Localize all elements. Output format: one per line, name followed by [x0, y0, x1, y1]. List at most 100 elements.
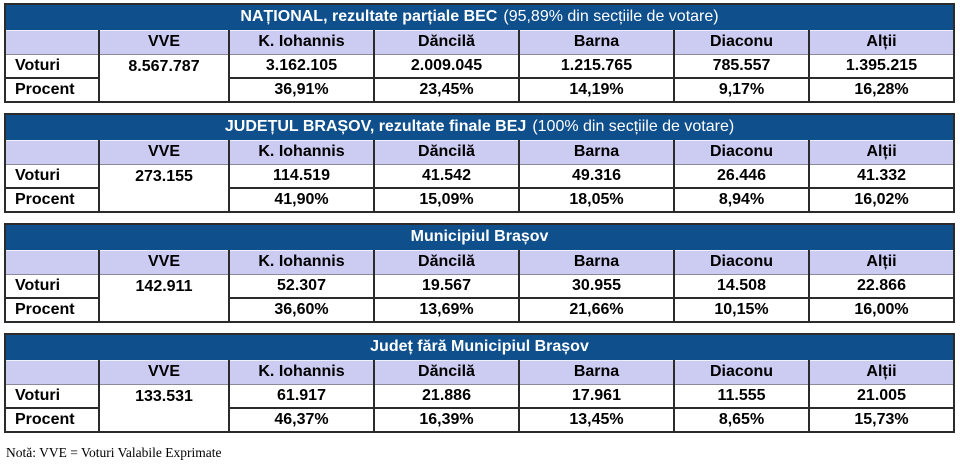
- col-header-altii: Alții: [807, 30, 955, 55]
- cell-percent: 13,45%: [518, 408, 674, 432]
- cell-votes: 2.009.045: [373, 54, 519, 79]
- row-label-procent: Procent: [5, 298, 99, 322]
- table-title: Județ fără Municipiul Brașov: [5, 334, 954, 361]
- cell-votes: 19.567: [373, 274, 519, 299]
- votes-row: Voturi 273.155 114.519 41.542 49.316 26.…: [5, 164, 955, 212]
- table-title-row: Județ fără Municipiul Brașov: [5, 334, 954, 361]
- cell-votes: 41.332: [807, 164, 955, 189]
- percent-row: Procent 36,91% 23,45% 14,19% 9,17% 16,28…: [5, 78, 955, 102]
- column-header-row: VVE K. Iohannis Dăncilă Barna Diaconu Al…: [5, 30, 955, 55]
- col-header-vve: VVE: [98, 250, 229, 275]
- cell-votes: 41.542: [373, 164, 519, 189]
- cell-votes: 14.508: [673, 274, 809, 299]
- cell-percent: 16,00%: [807, 298, 955, 322]
- corner-cell: [5, 140, 99, 165]
- percent-row: Procent 46,37% 16,39% 13,45% 8,65% 15,73…: [5, 408, 954, 432]
- col-header-vve: VVE: [98, 140, 229, 165]
- row-label-voturi: Voturi: [5, 384, 99, 409]
- results-table-municipiul-brasov: Municipiul Brașov VVE K. Iohannis Dăncil…: [4, 223, 956, 323]
- table-title-main: Județ fără Municipiul Brașov: [370, 338, 589, 356]
- results-table-judet-fara-municipiu: Județ fără Municipiul Brașov VVE K. Ioha…: [4, 333, 955, 433]
- percent-row: Procent 41,90% 15,09% 18,05% 8,94% 16,02…: [5, 188, 955, 212]
- cell-votes: 52.307: [228, 274, 374, 299]
- col-header-iohannis: K. Iohannis: [228, 360, 374, 385]
- cell-votes: 17.961: [518, 384, 674, 409]
- corner-cell: [5, 30, 99, 55]
- table-title-main: NAȚIONAL, rezultate parțiale BEC: [240, 8, 498, 26]
- cell-votes: 114.519: [228, 164, 374, 189]
- table-title-note: (95,89% din secțiile de votare): [503, 8, 719, 26]
- table-title-row: JUDEȚUL BRAȘOV, rezultate finale BEJ (100…: [5, 114, 955, 141]
- cell-percent: 15,73%: [808, 408, 954, 432]
- page: NAȚIONAL, rezultate parțiale BEC (95,89% …: [4, 3, 956, 460]
- votes-row: Voturi 133.531 61.917 21.886 17.961 11.5…: [5, 384, 954, 432]
- column-header-row: VVE K. Iohannis Dăncilă Barna Diaconu Al…: [5, 360, 954, 385]
- table-title-main: Municipiul Brașov: [410, 228, 549, 246]
- col-header-iohannis: K. Iohannis: [228, 140, 374, 165]
- cell-votes: 21.005: [808, 384, 954, 409]
- cell-votes: 3.162.105: [228, 54, 374, 79]
- cell-percent: 16,28%: [807, 78, 955, 102]
- row-label-procent: Procent: [5, 188, 99, 212]
- col-header-dancila: Dăncilă: [373, 360, 519, 385]
- cell-percent: 16,39%: [373, 408, 519, 432]
- cell-percent: 36,91%: [228, 78, 374, 102]
- cell-votes: 26.446: [673, 164, 809, 189]
- footnote: Notă: VVE = Voturi Valabile Exprimate: [6, 445, 222, 460]
- cell-percent: 36,60%: [228, 298, 374, 322]
- cell-votes: 61.917: [228, 384, 374, 409]
- col-header-vve: VVE: [98, 360, 229, 385]
- row-label-voturi: Voturi: [5, 54, 99, 79]
- cell-vve-total: 133.531: [98, 384, 229, 432]
- col-header-altii: Alții: [807, 140, 955, 165]
- table-title-row: Municipiul Brașov: [5, 224, 955, 251]
- cell-percent: 23,45%: [373, 78, 519, 102]
- col-header-diaconu: Diaconu: [673, 360, 809, 385]
- cell-votes: 785.557: [673, 54, 809, 79]
- cell-percent: 15,09%: [373, 188, 519, 212]
- cell-percent: 41,90%: [228, 188, 374, 212]
- cell-percent: 16,02%: [807, 188, 955, 212]
- col-header-barna: Barna: [518, 360, 674, 385]
- cell-votes: 22.866: [807, 274, 955, 299]
- cell-votes: 1.215.765: [518, 54, 674, 79]
- results-table-judet-brasov: JUDEȚUL BRAȘOV, rezultate finale BEJ (100…: [4, 113, 956, 213]
- cell-percent: 10,15%: [673, 298, 809, 322]
- cell-percent: 46,37%: [228, 408, 374, 432]
- table-title-note: (100% din secțiile de votare): [532, 118, 735, 136]
- cell-percent: 18,05%: [518, 188, 674, 212]
- cell-percent: 13,69%: [373, 298, 519, 322]
- table-title-main: JUDEȚUL BRAȘOV, rezultate finale BEJ: [224, 118, 527, 136]
- cell-vve-total: 142.911: [98, 274, 229, 322]
- row-label-voturi: Voturi: [5, 274, 99, 299]
- cell-votes: 49.316: [518, 164, 674, 189]
- cell-percent: 21,66%: [518, 298, 674, 322]
- row-label-voturi: Voturi: [5, 164, 99, 189]
- cell-percent: 8,65%: [673, 408, 809, 432]
- col-header-diaconu: Diaconu: [673, 250, 809, 275]
- col-header-diaconu: Diaconu: [673, 140, 809, 165]
- corner-cell: [5, 250, 99, 275]
- table-title: NAȚIONAL, rezultate parțiale BEC (95,89% …: [5, 4, 955, 31]
- col-header-barna: Barna: [518, 250, 674, 275]
- row-label-procent: Procent: [5, 408, 99, 432]
- col-header-barna: Barna: [518, 30, 674, 55]
- table-title: JUDEȚUL BRAȘOV, rezultate finale BEJ (100…: [5, 114, 955, 141]
- results-table-national: NAȚIONAL, rezultate parțiale BEC (95,89% …: [4, 3, 956, 103]
- percent-row: Procent 36,60% 13,69% 21,66% 10,15% 16,0…: [5, 298, 955, 322]
- corner-cell: [5, 360, 99, 385]
- cell-votes: 30.955: [518, 274, 674, 299]
- col-header-iohannis: K. Iohannis: [228, 250, 374, 275]
- column-header-row: VVE K. Iohannis Dăncilă Barna Diaconu Al…: [5, 140, 955, 165]
- col-header-altii: Alții: [808, 360, 954, 385]
- cell-vve-total: 8.567.787: [98, 54, 229, 102]
- votes-row: Voturi 142.911 52.307 19.567 30.955 14.5…: [5, 274, 955, 322]
- votes-row: Voturi 8.567.787 3.162.105 2.009.045 1.2…: [5, 54, 955, 102]
- col-header-altii: Alții: [807, 250, 955, 275]
- column-header-row: VVE K. Iohannis Dăncilă Barna Diaconu Al…: [5, 250, 955, 275]
- col-header-iohannis: K. Iohannis: [228, 30, 374, 55]
- cell-votes: 11.555: [673, 384, 809, 409]
- col-header-dancila: Dăncilă: [373, 30, 519, 55]
- row-label-procent: Procent: [5, 78, 99, 102]
- cell-percent: 8,94%: [673, 188, 809, 212]
